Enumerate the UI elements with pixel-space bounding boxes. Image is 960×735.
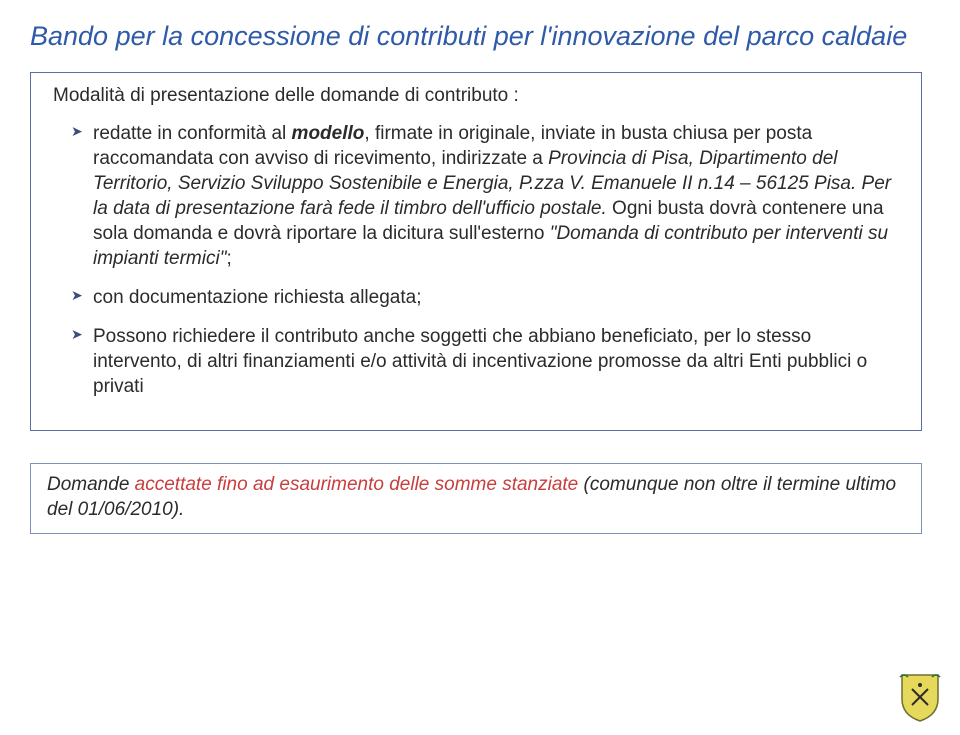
- crest-icon: [898, 671, 942, 723]
- note-lead: Domande: [47, 474, 135, 495]
- page-title: Bando per la concessione di contributi p…: [30, 20, 930, 54]
- list-item: Possono richiedere il contributo anche s…: [71, 324, 899, 399]
- main-box: Modalità di presentazione delle domande …: [30, 72, 922, 431]
- document-page: Bando per la concessione di contributi p…: [0, 0, 960, 735]
- bullet-1-strong: modello: [292, 123, 365, 144]
- bullet-3-text: Possono richiedere il contributo anche s…: [93, 326, 867, 397]
- note-box: Domande accettate fino ad esaurimento de…: [30, 463, 922, 534]
- bullet-2-text: con documentazione richiesta allegata;: [93, 287, 421, 308]
- bullet-1-tail: ;: [226, 248, 231, 269]
- note-highlight: accettate fino ad esaurimento delle somm…: [135, 474, 579, 495]
- bullet-1-pre: redatte in conformità al: [93, 123, 292, 144]
- list-item: con documentazione richiesta allegata;: [71, 285, 899, 310]
- list-item: redatte in conformità al modello, firmat…: [71, 121, 899, 271]
- bullet-list: redatte in conformità al modello, firmat…: [53, 121, 899, 400]
- subtitle: Modalità di presentazione delle domande …: [53, 85, 899, 107]
